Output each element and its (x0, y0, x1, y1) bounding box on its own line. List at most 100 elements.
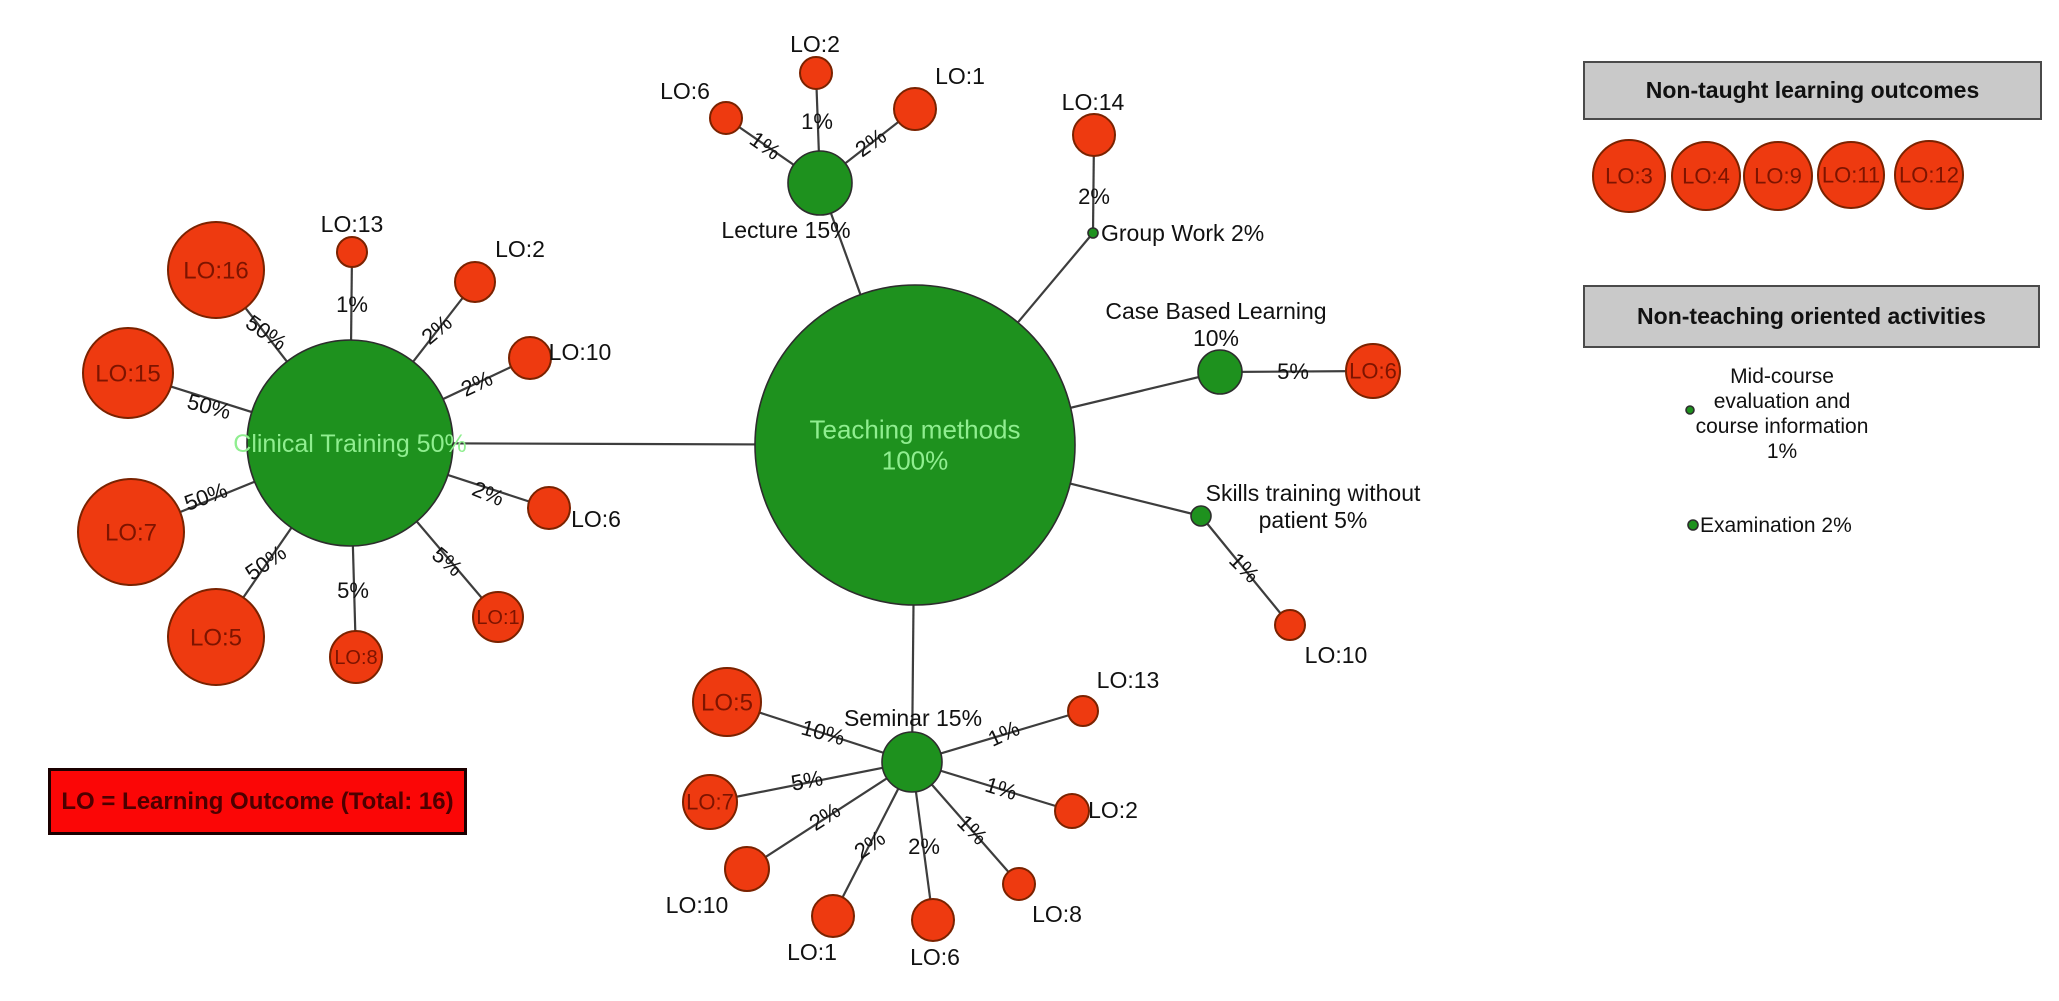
node-c-lo8-label: LO:8 (334, 647, 377, 669)
node-c-lo10 (508, 336, 552, 380)
node-m-lo6 (911, 898, 955, 942)
edge-seminar-m-lo1-label: 2% (850, 825, 890, 864)
edge-cbl-b-lo6-label: 5% (1277, 359, 1309, 384)
node-c-lo15-label: LO:15 (95, 360, 160, 387)
midcourse-line-3: course information (1695, 415, 1869, 438)
edge-clinical-c-lo2-label: 2% (416, 310, 456, 350)
node-teaching (754, 284, 1076, 606)
edge-clinical-c-lo5-label: 50% (241, 540, 291, 586)
lo-legend-box: LO = Learning Outcome (Total: 16) (48, 768, 467, 835)
node-g-lo14 (1072, 113, 1116, 157)
edge-seminar-m-lo10-label: 2% (805, 797, 845, 835)
node-exam-dot (1687, 519, 1699, 531)
edge-seminar-m-lo10 (746, 761, 913, 870)
node-g-lo14-ext-label: LO:14 (1062, 89, 1125, 115)
node-m-lo6-ext-label: LO:6 (910, 944, 960, 970)
node-skills (1190, 505, 1212, 527)
node-m-lo1-ext-label: LO:1 (787, 939, 837, 965)
node-c-lo16 (167, 221, 265, 319)
node-clinical (246, 339, 454, 547)
node-skills-ext-label: Skills training without (1206, 480, 1421, 506)
node-nt-lo3 (1592, 139, 1666, 213)
node-c-lo7-label: LO:7 (105, 519, 157, 546)
node-m-lo10 (724, 846, 770, 892)
edge-seminar-m-lo6-label: 2% (908, 834, 940, 859)
node-m-lo13 (1067, 695, 1099, 727)
edge-groupwork-g-lo14-label: 2% (1078, 184, 1110, 209)
node-c-lo13 (336, 236, 368, 268)
node-groupwork (1087, 227, 1099, 239)
edge-clinical-c-lo8-label: 5% (337, 578, 369, 603)
node-c-lo16-label: LO:16 (183, 257, 248, 284)
node-c-lo5-label: LO:5 (190, 624, 242, 651)
edge-clinical-c-lo7-label: 50% (181, 477, 231, 516)
edge-seminar-m-lo2-label: 1% (982, 772, 1020, 805)
nodes-layer (77, 56, 1964, 942)
node-groupwork-ext-label: Group Work 2% (1101, 220, 1264, 246)
node-nt-lo12-label: LO:12 (1899, 163, 1959, 188)
node-l-lo6-ext-label: LO:6 (660, 78, 710, 104)
node-m-lo2-ext-label: LO:2 (1088, 797, 1138, 823)
node-m-lo1 (811, 894, 855, 938)
node-l-lo6 (709, 101, 743, 135)
edge-seminar-m-lo5-label: 10% (799, 715, 848, 751)
node-m-lo13-ext-label: LO:13 (1097, 667, 1160, 693)
node-midcourse-dot (1685, 405, 1695, 415)
node-m-lo5-label: LO:5 (701, 689, 753, 716)
node-m-lo5 (692, 667, 762, 737)
node-nt-lo4-label: LO:4 (1682, 164, 1730, 189)
node-c-lo6 (527, 486, 571, 530)
node-c-lo6-ext-label: LO:6 (571, 506, 621, 532)
edge-seminar-m-lo7-label: 5% (789, 765, 825, 796)
edge-clinical-c-lo6-label: 2% (469, 476, 508, 511)
node-l-lo1-ext-label: LO:1 (935, 63, 985, 89)
node-nt-lo3-label: LO:3 (1605, 164, 1653, 189)
node-m-lo7 (682, 774, 738, 830)
node-l-lo2 (799, 56, 833, 90)
node-s-lo10-ext-label: LO:10 (1305, 642, 1368, 668)
edge-clinical-c-lo16-label: 50% (241, 310, 291, 356)
node-b-lo6 (1345, 343, 1401, 399)
node-m-lo2 (1054, 793, 1090, 829)
midcourse-evaluation-label: Mid-course evaluation and course informa… (1686, 364, 1878, 464)
node-nt-lo9 (1743, 141, 1813, 211)
node-seminar (881, 731, 943, 793)
non-teaching-header-box: Non-teaching oriented activities (1583, 285, 2040, 348)
node-skills-ext-label: patient 5% (1259, 507, 1368, 533)
midcourse-line-2: evaluation and (1713, 390, 1851, 413)
non-taught-header-box: Non-taught learning outcomes (1583, 61, 2042, 120)
edge-clinical-c-lo15-label: 50% (185, 389, 234, 425)
node-m-lo10-ext-label: LO:10 (666, 892, 729, 918)
node-nt-lo9-label: LO:9 (1754, 164, 1802, 189)
node-lecture (787, 150, 853, 216)
edge-skills-s-lo10 (1200, 515, 1291, 626)
node-cbl (1197, 349, 1243, 395)
node-cbl-ext-label: 10% (1193, 325, 1239, 351)
node-lecture-ext-label: Lecture 15% (721, 217, 850, 243)
node-teaching-label: 100% (882, 446, 949, 476)
node-b-lo6-label: LO:6 (1349, 359, 1397, 384)
node-c-lo13-ext-label: LO:13 (321, 211, 384, 237)
node-m-lo8 (1002, 867, 1036, 901)
node-s-lo10 (1274, 609, 1306, 641)
node-c-lo8 (329, 630, 383, 684)
edge-lecture-l-lo2-label: 1% (801, 109, 833, 134)
node-nt-lo11-label: LO:11 (1822, 163, 1880, 188)
node-clinical-label: Clinical Training 50% (233, 430, 466, 458)
examination-label: Examination 2% (1700, 514, 1852, 537)
node-m-lo7-label: LO:7 (686, 790, 734, 815)
midcourse-line-4: 1% (1766, 440, 1798, 463)
node-c-lo2-ext-label: LO:2 (495, 236, 545, 262)
edge-lecture-l-lo6-label: 1% (745, 126, 785, 165)
node-nt-lo11 (1817, 141, 1885, 209)
node-c-lo2 (454, 261, 496, 303)
node-c-lo1 (472, 591, 524, 643)
node-c-lo10-ext-label: LO:10 (549, 339, 612, 365)
node-nt-lo4 (1671, 141, 1741, 211)
node-l-lo1 (893, 87, 937, 131)
node-c-lo7 (77, 478, 185, 586)
node-l-lo2-ext-label: LO:2 (790, 31, 840, 57)
edge-lecture-l-lo1-label: 2% (851, 123, 891, 162)
